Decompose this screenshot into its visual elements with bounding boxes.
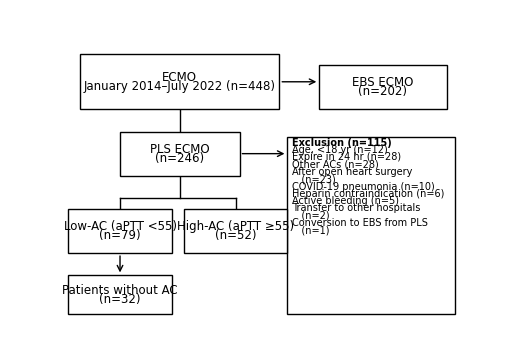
Text: COVID-19 pneumonia (n=10): COVID-19 pneumonia (n=10) [292,182,435,192]
Bar [68,275,172,314]
Text: (n=2): (n=2) [292,211,330,221]
Text: January 2014–July 2022 (n=448): January 2014–July 2022 (n=448) [84,80,276,93]
Text: (n=202): (n=202) [358,85,408,98]
Text: Conversion to EBS from PLS: Conversion to EBS from PLS [292,218,428,228]
Text: Patients without AC: Patients without AC [62,284,178,297]
Bar [319,65,447,109]
Bar [80,54,280,109]
Text: (n=1): (n=1) [292,225,329,235]
Bar [184,209,287,253]
Text: Active bleeding (n=5): Active bleeding (n=5) [292,196,399,206]
Text: (n=52): (n=52) [215,229,256,242]
Text: (n=246): (n=246) [155,152,205,165]
Text: Low-AC (aPTT <55): Low-AC (aPTT <55) [64,220,176,233]
Text: Exclusion (n=115): Exclusion (n=115) [292,138,392,148]
Text: Age, <18 yr (n=12): Age, <18 yr (n=12) [292,145,388,155]
Text: High-AC (aPTT ≥55): High-AC (aPTT ≥55) [177,220,294,233]
Text: Other ACs (n=28): Other ACs (n=28) [292,160,379,170]
Text: (n=23): (n=23) [292,174,336,184]
Text: After open heart surgery: After open heart surgery [292,167,412,177]
Text: Heparin contraindication (n=6): Heparin contraindication (n=6) [292,189,445,199]
Text: (n=79): (n=79) [99,229,141,242]
Bar [287,137,455,314]
Text: ECMO: ECMO [162,71,197,84]
Text: Expire in 24 hr (n=28): Expire in 24 hr (n=28) [292,153,401,162]
Text: (n=32): (n=32) [99,293,141,306]
Text: Transfer to other hospitals: Transfer to other hospitals [292,204,420,213]
Bar [68,209,172,253]
Bar [120,131,240,176]
Text: PLS ECMO: PLS ECMO [150,143,210,155]
Text: EBS ECMO: EBS ECMO [352,76,414,89]
